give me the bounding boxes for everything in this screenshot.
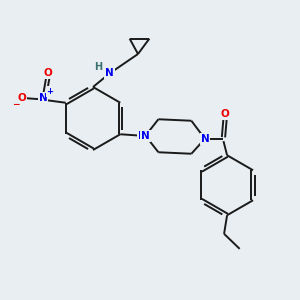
Text: O: O: [43, 68, 52, 78]
Text: −: −: [12, 100, 20, 110]
Text: N: N: [137, 131, 146, 141]
Text: O: O: [220, 109, 230, 119]
Text: N: N: [105, 68, 114, 79]
Text: N: N: [141, 131, 150, 141]
Text: +: +: [46, 87, 53, 96]
Text: N: N: [200, 134, 209, 144]
Text: H: H: [94, 62, 102, 72]
Text: N: N: [39, 93, 48, 103]
Text: O: O: [18, 93, 27, 103]
